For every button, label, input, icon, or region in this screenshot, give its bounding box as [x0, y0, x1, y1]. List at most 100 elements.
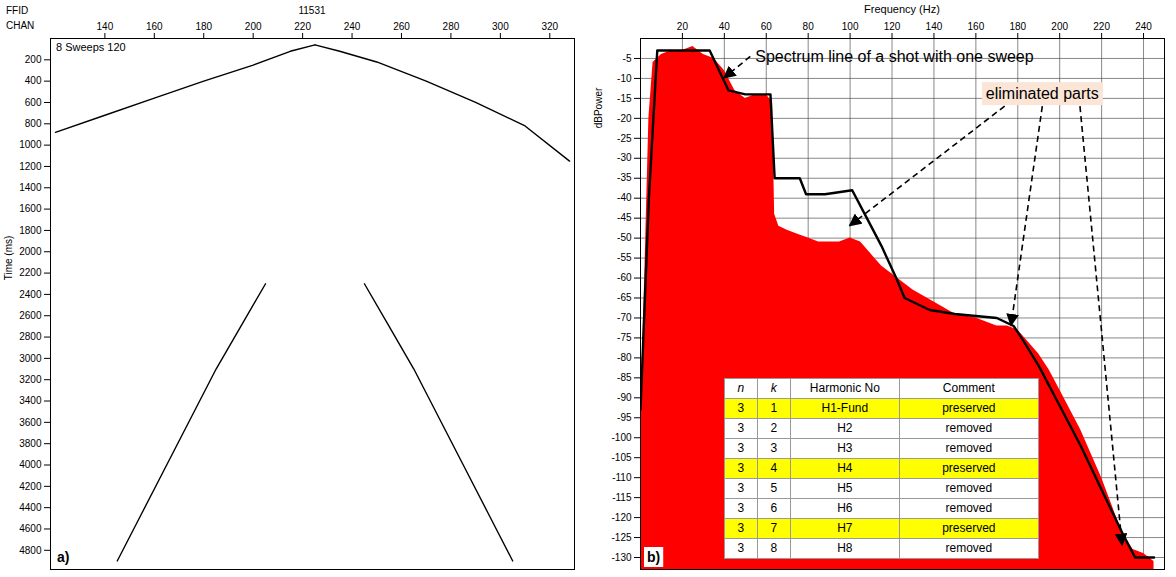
svg-text:60: 60	[761, 21, 773, 32]
svg-text:-75: -75	[617, 332, 632, 343]
svg-text:-40: -40	[617, 192, 632, 203]
html-text:Harmonic No: Harmonic No	[809, 380, 880, 395]
svg-text:2600: 2600	[19, 310, 42, 321]
svg-text:180: 180	[195, 21, 212, 32]
svg-text:260: 260	[393, 21, 410, 32]
html-text:H1-Fund: H1-Fund	[821, 400, 869, 415]
svg-text:eliminated parts: eliminated parts	[986, 85, 1099, 102]
svg-text:240: 240	[1135, 21, 1152, 32]
svg-text:3600: 3600	[19, 417, 42, 428]
html-text:Comment: Comment	[942, 380, 995, 395]
svg-text:-35: -35	[617, 172, 632, 183]
svg-text:b): b)	[647, 549, 660, 565]
svg-text:3800: 3800	[19, 438, 42, 449]
svg-text:2800: 2800	[19, 331, 42, 342]
html-text:preserved: preserved	[942, 520, 996, 535]
svg-text:-70: -70	[617, 312, 632, 323]
svg-text:2200: 2200	[19, 267, 42, 278]
svg-text:600: 600	[25, 97, 42, 108]
svg-text:-5: -5	[623, 53, 632, 64]
svg-text:Frequency (Hz): Frequency (Hz)	[864, 3, 940, 15]
html-text:H6: H6	[837, 500, 853, 515]
svg-text:-80: -80	[617, 352, 632, 363]
svg-text:300: 300	[492, 21, 509, 32]
svg-text:200: 200	[245, 21, 262, 32]
svg-text:140: 140	[926, 21, 943, 32]
svg-text:-50: -50	[617, 232, 632, 243]
svg-text:4200: 4200	[19, 481, 42, 492]
svg-text:140: 140	[97, 21, 114, 32]
svg-text:-110: -110	[612, 472, 632, 483]
svg-text:3400: 3400	[19, 395, 42, 406]
html-text:H2: H2	[837, 420, 853, 435]
svg-text:200: 200	[25, 54, 42, 65]
svg-text:200: 200	[1051, 21, 1068, 32]
svg-text:8 Sweeps 120: 8 Sweeps 120	[56, 41, 126, 53]
html-text:removed: removed	[945, 480, 993, 495]
svg-text:2000: 2000	[19, 246, 42, 257]
svg-text:220: 220	[294, 21, 311, 32]
svg-text:1200: 1200	[19, 161, 42, 172]
svg-text:-65: -65	[617, 292, 632, 303]
svg-text:1000: 1000	[19, 139, 42, 150]
svg-text:4000: 4000	[19, 459, 42, 470]
html-text:preserved: preserved	[942, 400, 996, 415]
svg-text:-20: -20	[617, 113, 632, 124]
svg-text:1800: 1800	[19, 225, 42, 236]
html-text:H3: H3	[837, 440, 853, 455]
svg-text:2400: 2400	[19, 289, 42, 300]
svg-text:3000: 3000	[19, 353, 42, 364]
html-text:removed: removed	[945, 420, 993, 435]
svg-text:4800: 4800	[19, 545, 42, 556]
svg-text:a): a)	[57, 549, 69, 565]
svg-text:20: 20	[677, 21, 689, 32]
svg-text:120: 120	[884, 21, 901, 32]
svg-text:-85: -85	[617, 372, 632, 383]
svg-text:Time (ms): Time (ms)	[3, 236, 14, 281]
svg-text:4600: 4600	[19, 523, 42, 534]
svg-text:800: 800	[25, 118, 42, 129]
svg-text:-90: -90	[617, 392, 632, 403]
svg-text:-45: -45	[617, 212, 632, 223]
svg-text:FFID: FFID	[6, 5, 28, 16]
svg-text:1400: 1400	[19, 182, 42, 193]
svg-text:1600: 1600	[19, 203, 42, 214]
svg-text:-60: -60	[617, 272, 632, 283]
svg-text:-120: -120	[611, 512, 631, 523]
svg-text:180: 180	[1009, 21, 1026, 32]
html-text:H7: H7	[837, 520, 853, 535]
svg-text:CHAN: CHAN	[6, 20, 34, 31]
svg-text:160: 160	[968, 21, 985, 32]
html-text:preserved: preserved	[942, 460, 996, 475]
svg-text:-30: -30	[617, 152, 632, 163]
svg-text:-10: -10	[617, 73, 632, 84]
svg-text:-15: -15	[617, 93, 632, 104]
svg-text:400: 400	[25, 75, 42, 86]
html-text:removed: removed	[945, 500, 993, 515]
svg-text:280: 280	[443, 21, 460, 32]
svg-text:220: 220	[1093, 21, 1110, 32]
svg-text:-125: -125	[611, 532, 631, 543]
svg-text:-95: -95	[617, 412, 632, 423]
svg-text:-115: -115	[612, 492, 632, 503]
svg-text:240: 240	[344, 21, 361, 32]
svg-text:dBPower: dBPower	[593, 87, 604, 128]
svg-text:40: 40	[719, 21, 731, 32]
html-text:H4: H4	[837, 460, 853, 475]
svg-text:-105: -105	[611, 452, 631, 463]
svg-text:-130: -130	[611, 552, 631, 563]
html-text:H5: H5	[837, 480, 853, 495]
html-text:removed: removed	[945, 440, 993, 455]
svg-text:3200: 3200	[19, 374, 42, 385]
svg-text:160: 160	[146, 21, 163, 32]
svg-text:-100: -100	[611, 432, 631, 443]
svg-text:-25: -25	[617, 133, 632, 144]
svg-text:320: 320	[541, 21, 558, 32]
svg-text:100: 100	[842, 21, 859, 32]
svg-text:11531: 11531	[298, 5, 326, 16]
svg-text:Spectrum line of a shot with o: Spectrum line of a shot with one sweep	[755, 48, 1033, 65]
svg-text:80: 80	[803, 21, 815, 32]
svg-text:-55: -55	[617, 252, 632, 263]
html-text:H8: H8	[837, 540, 853, 555]
svg-text:4400: 4400	[19, 502, 42, 513]
